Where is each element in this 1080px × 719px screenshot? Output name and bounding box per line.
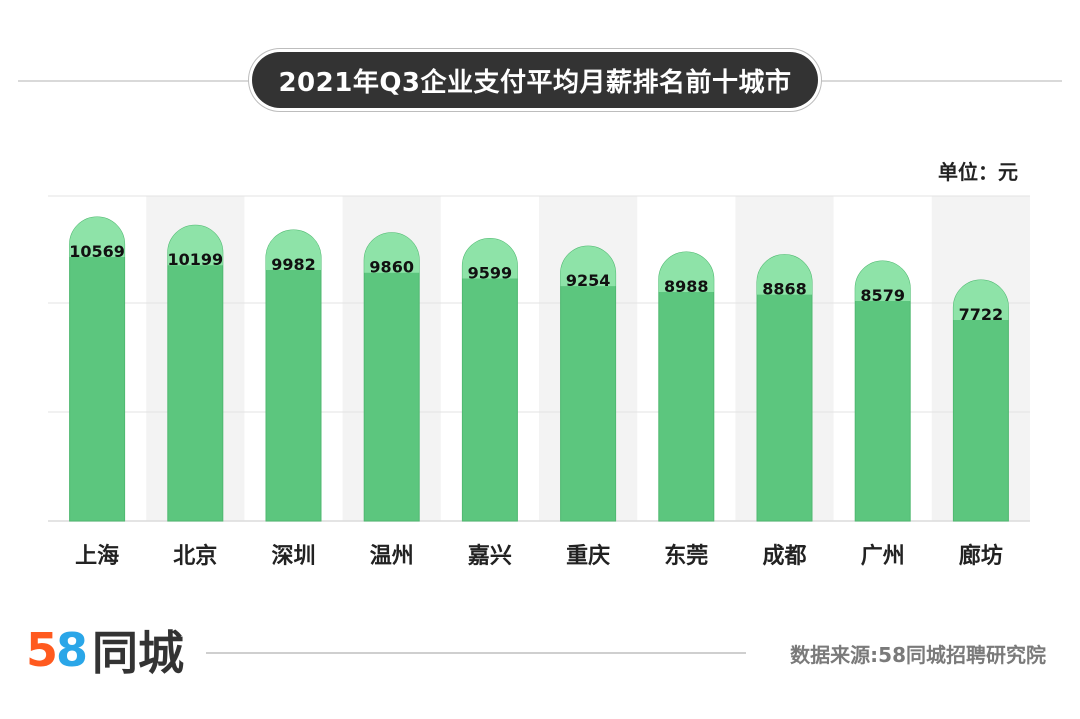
bar-group: 8988 <box>658 251 715 522</box>
x-tick-label: 廊坊 <box>959 543 1003 569</box>
x-tick-label: 东莞 <box>664 543 708 569</box>
bar-cap <box>560 246 616 287</box>
bar-cap <box>266 229 321 270</box>
bar-group: 9982 <box>265 229 322 522</box>
bar-cap <box>658 251 714 292</box>
x-tick-label: 深圳 <box>271 544 315 569</box>
data-label: 8579 <box>860 286 905 305</box>
unit-label: 单位：元 <box>938 160 1018 184</box>
bar-group: 9599 <box>461 237 518 522</box>
bar <box>69 216 126 522</box>
bar-cap <box>69 217 125 257</box>
data-label: 9254 <box>566 271 611 290</box>
data-label: 9982 <box>271 255 316 274</box>
bar-group: 8579 <box>854 260 911 522</box>
data-label: 10199 <box>167 250 223 269</box>
data-source: 数据来源:58同城招聘研究院 <box>790 643 1046 667</box>
data-label: 10569 <box>69 242 125 261</box>
data-label: 8988 <box>664 277 709 296</box>
bar-group: 10569 <box>69 216 126 522</box>
x-tick-label: 广州 <box>861 543 905 569</box>
bar-cap <box>757 254 812 295</box>
x-tick-label: 嘉兴 <box>468 544 512 569</box>
bar-group: 10199 <box>167 224 224 522</box>
bar-group: 9254 <box>560 245 617 522</box>
bar-cap <box>855 261 911 302</box>
bar-cap <box>953 280 1009 320</box>
x-tick-label: 北京 <box>173 543 217 569</box>
data-label: 9860 <box>369 258 414 277</box>
chart-title: 2021年Q3企业支付平均月薪排名前十城市 <box>252 52 818 108</box>
footer-divider-line <box>206 652 746 654</box>
data-label: 9599 <box>468 263 513 282</box>
bar-group: 8868 <box>756 254 813 522</box>
x-tick-label: 上海 <box>75 543 119 569</box>
bar-group: 7722 <box>952 279 1009 522</box>
bar-cap <box>462 238 518 279</box>
bar-group: 9860 <box>363 232 420 522</box>
bar-cap <box>167 225 223 266</box>
x-tick-label: 温州 <box>370 544 414 569</box>
x-tick-label: 重庆 <box>566 543 610 569</box>
data-label: 8868 <box>762 280 807 299</box>
bar <box>167 224 224 522</box>
logo-text: 同城 <box>92 626 185 680</box>
data-label: 7722 <box>959 305 1004 324</box>
logo-digit-8: 8 <box>56 623 89 677</box>
logo-digit-5: 5 <box>26 623 59 677</box>
bar-chart: 10569 上海 10199 北京 9982 深圳 9860 温州 9599 嘉兴 9254 重庆 89… <box>48 195 1030 569</box>
x-tick-label: 成都 <box>762 544 806 569</box>
bar-cap <box>364 232 420 273</box>
brand-logo: 5 8 同城 <box>26 622 184 680</box>
